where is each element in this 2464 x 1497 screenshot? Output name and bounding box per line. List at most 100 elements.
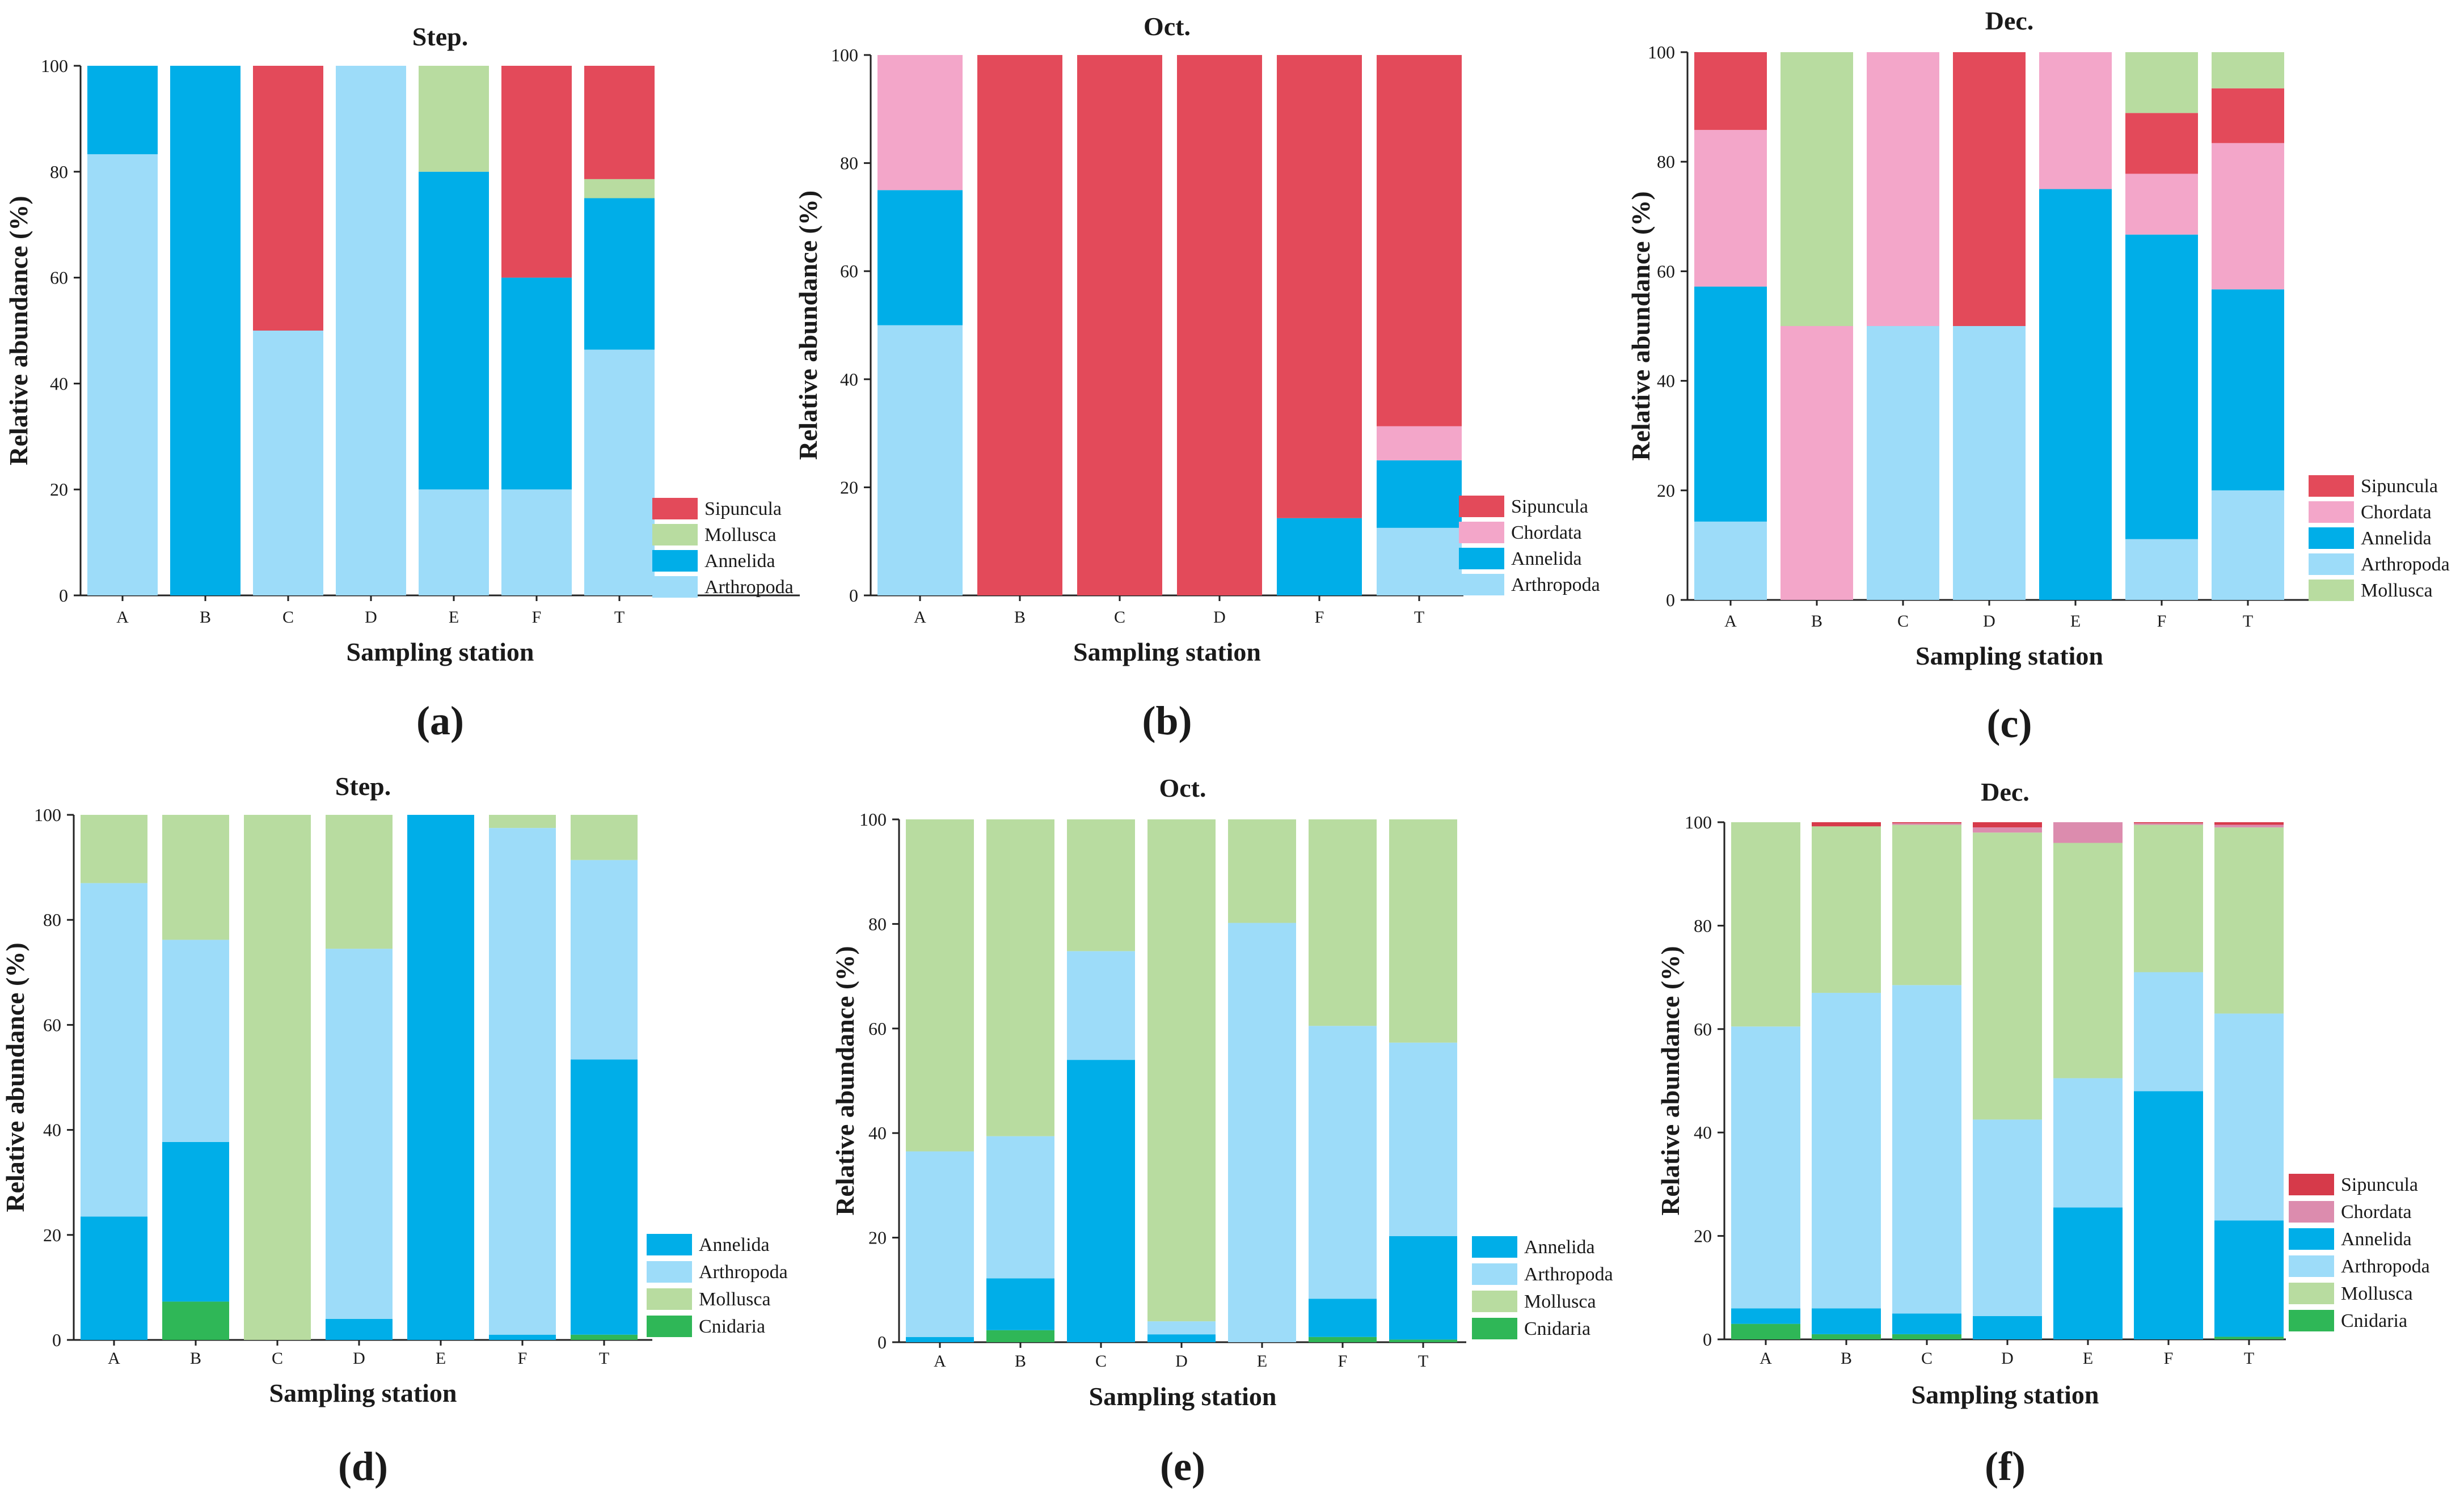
y-tick-label: 0 [52, 1330, 61, 1350]
bar-segment-annelida-c [1892, 1313, 1961, 1334]
bar-segment-mollusca-c [244, 815, 311, 1340]
bar-segment-annelida-b [986, 1278, 1054, 1330]
bar-segment-mollusca-f [489, 815, 556, 828]
y-tick-label: 100 [41, 56, 68, 76]
legend: Sipuncula Chordata Annelida Arthropoda Mollu… [2309, 475, 2450, 601]
chart-title: Oct. [1144, 12, 1191, 41]
y-tick-label: 60 [50, 268, 68, 288]
bar-segment-chordata-c [1892, 823, 1961, 825]
bar-segment-arthropoda-a [81, 883, 147, 1217]
bar-segment-arthropoda-b [162, 940, 229, 1142]
y-tick-label: 0 [1666, 590, 1675, 610]
bar-segment-mollusca-b [1781, 52, 1853, 326]
y-tick-label: 100 [1648, 42, 1675, 62]
bar-segment-chordata-t [1377, 426, 1462, 460]
panel-label: (a) [416, 698, 464, 743]
y-tick-label: 40 [50, 373, 68, 394]
bar-segment-arthropoda-a [906, 1151, 974, 1337]
legend-label-arthropoda: Arthropoda [1524, 1264, 1613, 1285]
x-tick-label: C [1921, 1349, 1933, 1368]
bar-segment-cnidaria-b [986, 1330, 1054, 1342]
bar-segment-arthropoda-f [1309, 1026, 1377, 1299]
chart-title: Oct. [1159, 773, 1206, 802]
bar-segment-arthropoda-d [1973, 1119, 2042, 1316]
x-tick-label: E [449, 608, 459, 627]
legend-swatch-annelida [647, 1234, 692, 1255]
bar-segment-mollusca-t [584, 179, 655, 198]
legend-label-annelida: Annelida [2341, 1229, 2412, 1250]
bar-segment-annelida-e [2039, 189, 2112, 600]
bar-segment-annelida-e [407, 815, 474, 1340]
x-tick-label: B [1014, 608, 1026, 627]
bar-segment-annelida-f [1309, 1299, 1377, 1337]
x-tick-label: E [2083, 1349, 2093, 1368]
bar-segment-annelida-t [584, 198, 655, 350]
x-tick-label: F [1338, 1352, 1348, 1371]
panel-label: (b) [1142, 698, 1192, 743]
chart-panel-b: Oct. 0 20 40 60 80 100 Relative abundance (%) A B… [794, 12, 1600, 743]
x-tick-label: T [2243, 612, 2253, 631]
y-tick-label: 80 [1657, 151, 1675, 172]
legend-label-arthropoda: Arthropoda [1511, 574, 1600, 595]
bar-segment-sipuncula-t [584, 66, 655, 179]
legend-swatch-mollusca [1472, 1291, 1517, 1312]
bar-segment-arthropoda-t [2214, 1013, 2284, 1221]
y-tick-label: 40 [840, 369, 858, 390]
chart-panel-c: Dec. 0 20 40 60 80 100 Relative abundance (%) A B… [1626, 6, 2450, 746]
legend-swatch-chordata [2289, 1201, 2334, 1223]
bar-segment-mollusca-d [1973, 832, 2042, 1120]
legend: Annelida Arthropoda Mollusca Cnidaria [647, 1234, 788, 1337]
y-tick-label: 40 [868, 1123, 887, 1143]
x-tick-label: F [1315, 608, 1324, 627]
y-tick-label: 20 [1694, 1226, 1712, 1246]
bar-segment-arthropoda-d [1147, 1321, 1216, 1335]
y-tick-label: 0 [849, 585, 858, 606]
legend-swatch-annelida [1472, 1236, 1517, 1258]
y-tick-label: 0 [1703, 1329, 1712, 1350]
bar-segment-annelida-a [87, 66, 158, 154]
x-axis-label: Sampling station [346, 637, 534, 666]
bar-segment-cnidaria-f [1309, 1337, 1377, 1342]
x-axis-label: Sampling station [1088, 1382, 1276, 1411]
x-tick-label: E [2070, 612, 2081, 631]
legend-swatch-arthropoda [2289, 1255, 2334, 1277]
bar-segment-sipuncula-b [1812, 822, 1881, 827]
bar-segment-arthropoda-t [2212, 490, 2284, 600]
legend: Sipuncula Chordata Annelida Arthropoda [1459, 496, 1600, 595]
panel-label: (d) [338, 1444, 388, 1489]
bar-segment-sipuncula-f [1277, 55, 1362, 518]
y-tick-label: 60 [1694, 1019, 1712, 1039]
x-tick-label: T [2244, 1349, 2254, 1368]
bar-segment-arthropoda-a [877, 325, 963, 595]
bar-segment-annelida-d [326, 1318, 393, 1340]
x-axis-label: Sampling station [1915, 641, 2103, 670]
bar-segment-arthropoda-b [986, 1136, 1054, 1279]
bar-segment-annelida-e [419, 171, 489, 490]
bar-segment-arthropoda-b [1812, 992, 1881, 1309]
bar-segment-cnidaria-t [2214, 1337, 2284, 1339]
bar-segment-chordata-d [1973, 827, 2042, 833]
legend-swatch-sipuncula [2309, 475, 2354, 497]
bar-segment-sipuncula-f [2134, 822, 2203, 823]
bar-segment-mollusca-b [986, 819, 1054, 1136]
y-tick-label: 0 [877, 1332, 887, 1352]
bar-segment-sipuncula-c [1892, 822, 1961, 823]
legend-label-cnidaria: Cnidaria [2341, 1310, 2407, 1331]
bar-segment-annelida-e [2053, 1207, 2123, 1339]
bar-segment-mollusca-f [2125, 52, 2198, 113]
y-axis-label: Relative abundance (%) [1626, 191, 1655, 460]
chart-panel-e: Oct. 0 20 40 60 80 100 Relative abundance (%) A B… [830, 773, 1613, 1489]
bar-segment-annelida-f [489, 1334, 556, 1340]
bar-segment-arthropoda-a [1694, 521, 1767, 600]
bar-segment-arthropoda-a [87, 154, 158, 595]
x-tick-label: B [1811, 612, 1822, 631]
legend-swatch-mollusca [652, 524, 698, 545]
legend-label-cnidaria: Cnidaria [699, 1316, 765, 1337]
y-tick-label: 80 [43, 910, 61, 930]
bar-segment-sipuncula-t [2214, 822, 2284, 825]
bar-segment-arthropoda-c [1067, 951, 1135, 1060]
bar-segment-cnidaria-t [571, 1334, 638, 1340]
legend-label-arthropoda: Arthropoda [2341, 1256, 2430, 1277]
legend-swatch-cnidaria [1472, 1318, 1517, 1339]
